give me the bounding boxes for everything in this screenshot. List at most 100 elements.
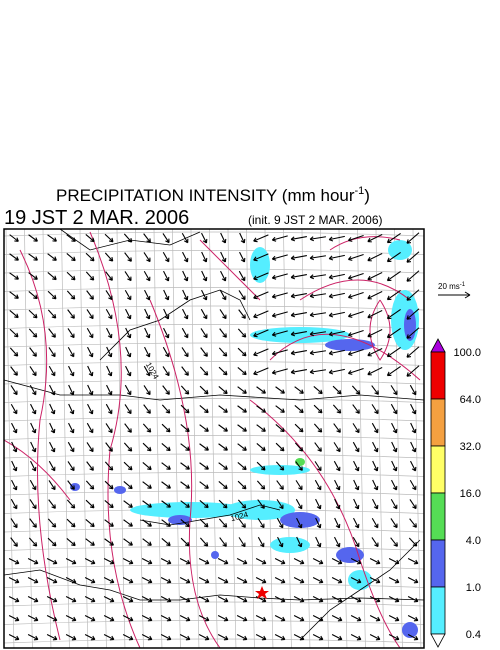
wind-arrow [236,615,248,622]
wind-arrow [390,385,398,396]
wind-arrow [200,308,208,320]
wind-arrow [350,634,362,641]
wind-arrow [238,309,246,319]
wind-arrow [28,309,38,319]
wind-arrow [237,443,247,451]
meridian [42,229,52,648]
wind-arrow [200,347,208,357]
parallel [4,231,424,237]
wind-arrow [180,519,190,528]
wind-arrow [48,460,56,472]
wind-arrow [256,405,266,413]
wind-arrow [367,309,383,319]
location-marker [255,586,269,599]
colorbar-under [430,633,446,648]
wind-arrow [371,537,379,548]
wind-arrow [180,462,190,470]
meridian [135,229,144,648]
wind-arrow [275,386,285,394]
wind-arrow [67,328,75,339]
wind-arrow [198,577,210,584]
wind-arrow [49,441,56,453]
wind-arrow [295,461,303,471]
wind-arrow [369,615,381,622]
wind-arrow [313,423,323,433]
wind-arrow [314,442,322,452]
wind-arrow [334,536,341,548]
wind-arrow [180,424,190,433]
wind-arrow [390,403,398,415]
colorbar-label: 100.0 [453,347,481,359]
wind-arrow [406,251,420,263]
wind-arrow [65,634,77,641]
wind-arrow [182,270,189,282]
meridian [153,229,163,648]
wind-arrow [353,479,360,491]
wind-arrow [124,252,132,262]
wind-arrow [85,519,95,528]
wind-arrow [328,292,345,299]
wind-arrow [27,596,39,603]
wind-arrow [237,480,247,490]
wind-arrow [334,498,341,510]
wind-arrow [275,442,285,452]
wind-arrow [271,254,288,261]
wind-arrow [163,270,170,282]
wind-arrow [85,271,95,281]
wind-arrow [271,330,288,337]
wind-arrow [66,538,76,547]
wind-arrow [66,518,76,528]
wind-arrow [29,347,37,357]
wind-arrow [161,404,171,414]
wind-arrow [179,558,191,565]
meridian [320,229,329,648]
meridian [283,229,292,648]
wind-arrow [66,290,76,300]
wind-arrow [67,480,75,490]
wind-arrow [143,233,151,243]
wind-arrow [9,234,19,242]
wind-arrow [253,367,269,376]
wind-arrow [271,292,288,299]
wind-arrow [219,289,227,301]
wind-arrow [219,328,227,338]
wind-arrow [124,384,132,396]
wind-arrow [290,331,307,337]
wind-arrow [293,634,305,641]
wind-arrow [238,270,246,282]
wind-arrow [274,634,286,641]
wind-arrow [256,480,266,490]
wind-arrow [201,232,208,244]
wind-arrow [274,558,286,565]
wind-arrow [328,311,345,318]
wind-arrow [309,293,326,299]
wind-arrow [106,327,113,339]
wind-arrow [48,365,56,377]
wind-arrow [312,577,324,584]
wind-arrow [220,251,227,263]
wind-arrow [312,634,324,641]
wind-arrow [30,460,37,472]
wind-arrow [8,615,20,622]
wind-arrow [294,405,304,414]
meridian [190,229,200,648]
wind-arrow [142,442,152,452]
wind-arrow [125,346,132,358]
colorbar-label: 1.0 [466,582,481,594]
wind-arrow [276,480,284,490]
wind-arrow [163,327,170,339]
wind-arrow [218,347,228,357]
wind-arrow [386,347,401,358]
wind-arrow [217,596,229,603]
wind-arrow [388,558,400,565]
wind-arrow [388,615,400,622]
wind-arrow [293,615,305,622]
parallel [4,250,424,255]
wind-arrow [10,366,18,376]
wind-arrow [28,253,38,261]
wind-arrow [295,498,303,510]
precip-area [280,512,320,528]
wind-arrow [406,308,420,320]
wind-arrow [201,289,208,301]
